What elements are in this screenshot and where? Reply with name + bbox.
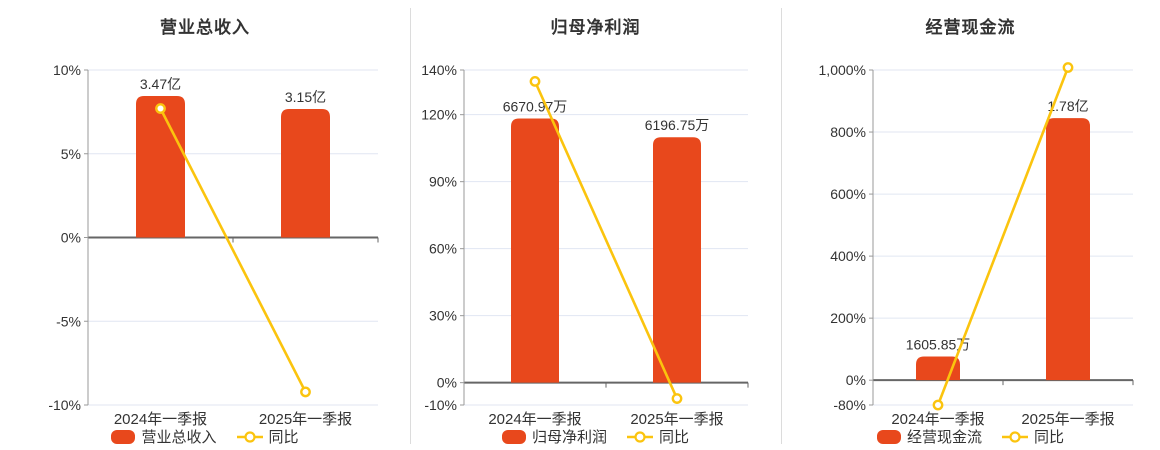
bar-value-label: 6670.97万	[503, 98, 568, 114]
bar-2025年一季报[interactable]	[653, 137, 701, 383]
chart-canvas-operating-cash-flow: 1,000% 800% 600% 400% 200% 0% -80% 1605.85万 1.78…	[819, 62, 1134, 428]
yoy-marker-2024年一季报[interactable]	[529, 75, 541, 87]
bar-2024年一季报[interactable]	[136, 95, 185, 238]
yoy-marker-2025年一季报[interactable]	[1062, 62, 1074, 73]
line-series-icon	[627, 430, 653, 443]
yoy-line[interactable]	[159, 107, 307, 393]
chart-canvas-net-profit: 140% 120% 90% 60% 30% 0% -10% 6670.97万 6196.75万 2…	[421, 62, 749, 428]
y-axis-label: 400%	[830, 248, 866, 264]
legend-line-series-label: 同比	[268, 429, 299, 446]
x-axis-label-2024年一季报: 2024年一季报	[488, 411, 581, 428]
legend-bar-series-label: 营业总收入	[141, 429, 217, 446]
legend-bar-series-label: 经营现金流	[906, 429, 982, 446]
y-axis-label: 90%	[429, 174, 457, 190]
y-axis-label: 200%	[830, 310, 866, 326]
chart-title-revenue: 营业总收入	[160, 18, 250, 37]
y-axis-label: 60%	[429, 241, 457, 257]
y-axis-label: 800%	[830, 124, 866, 140]
yoy-line[interactable]	[936, 67, 1070, 406]
legend-item-bar-series[interactable]: 营业总收入	[111, 426, 217, 447]
x-axis-label-2025年一季报: 2025年一季报	[630, 411, 723, 428]
yoy-marker-2024年一季报[interactable]	[932, 399, 944, 411]
bar-value-label: 3.47亿	[140, 76, 181, 92]
chart-panel-net-profit: 归母净利润 140% 120% 90% 60% 30% 0% -10% 6670.97万 619…	[410, 0, 781, 450]
legend-line-series-label: 同比	[659, 429, 690, 446]
y-axis-label: 10%	[53, 62, 81, 78]
y-axis-label: 140%	[421, 62, 457, 78]
y-axis-label: 120%	[421, 107, 457, 123]
chart-canvas-revenue: 10% 5% 0% -5% -10% 3.47亿 3.15亿 2024年一季报 2025年一季报	[48, 62, 379, 428]
legend-item-line-series[interactable]: 同比	[236, 426, 299, 447]
chart-title-net-profit: 归母净利润	[550, 18, 641, 37]
bar-2025年一季报[interactable]	[1046, 118, 1090, 381]
chart-panel-revenue: 营业总收入 10% 5% 0% -5% -10% 3.47亿 3.15亿 2024年一季报 20…	[0, 0, 410, 450]
y-axis-label: 600%	[830, 186, 866, 202]
legend-item-bar-series[interactable]: 归母净利润	[501, 426, 607, 447]
x-axis-label-2025年一季报: 2025年一季报	[1021, 411, 1114, 428]
x-axis-label-2025年一季报: 2025年一季报	[259, 411, 352, 428]
y-axis-label: 0%	[61, 230, 81, 246]
legend-revenue: 营业总收入 同比	[0, 426, 410, 447]
legend-line-series-label: 同比	[1034, 429, 1065, 446]
yoy-marker-2025年一季报[interactable]	[671, 393, 683, 404]
x-axis-label-2024年一季报: 2024年一季报	[891, 411, 984, 428]
line-series-icon	[236, 430, 263, 443]
line-series-icon	[1002, 430, 1028, 443]
bar-2025年一季报[interactable]	[281, 109, 330, 238]
chart-title-operating-cash-flow: 经营现金流	[925, 18, 1016, 37]
y-axis-label: 5%	[61, 146, 81, 162]
bar-series-swatch-icon	[501, 429, 526, 444]
bar-value-label: 3.15亿	[285, 89, 326, 105]
yoy-line[interactable]	[533, 80, 679, 400]
y-axis-label: 1,000%	[819, 62, 866, 78]
y-axis-label: 0%	[846, 372, 866, 388]
bar-2024年一季报[interactable]	[511, 118, 559, 383]
bar-value-label: 1605.85万	[906, 337, 971, 353]
panel-divider	[410, 8, 411, 444]
y-axis-label: 30%	[429, 308, 457, 324]
y-axis-label: -10%	[48, 397, 81, 413]
bar-value-label: 1.78亿	[1047, 98, 1088, 114]
y-axis-label: -80%	[833, 397, 866, 413]
legend-bar-series-label: 归母净利润	[531, 429, 607, 446]
y-axis-label: -5%	[56, 313, 81, 329]
legend-item-bar-series[interactable]: 经营现金流	[876, 426, 982, 447]
yoy-marker-2025年一季报[interactable]	[300, 386, 311, 398]
bar-series-swatch-icon	[111, 429, 136, 444]
bar-series-swatch-icon	[876, 429, 901, 444]
bar-value-label: 6196.75万	[645, 117, 710, 133]
legend-item-line-series[interactable]: 同比	[1002, 426, 1064, 447]
legend-operating-cash-flow: 经营现金流 同比	[781, 426, 1160, 447]
legend-item-line-series[interactable]: 同比	[627, 426, 689, 447]
legend-net-profit: 归母净利润 同比	[410, 426, 781, 447]
y-axis-label: 0%	[437, 375, 457, 391]
y-axis-label: -10%	[424, 397, 457, 413]
panel-divider	[781, 8, 782, 444]
yoy-marker-2024年一季报[interactable]	[155, 103, 166, 114]
x-axis-label-2024年一季报: 2024年一季报	[114, 411, 207, 428]
chart-panel-operating-cash-flow: 经营现金流 1,000% 800% 600% 400% 200% 0% -80% 1605.8…	[781, 0, 1160, 450]
